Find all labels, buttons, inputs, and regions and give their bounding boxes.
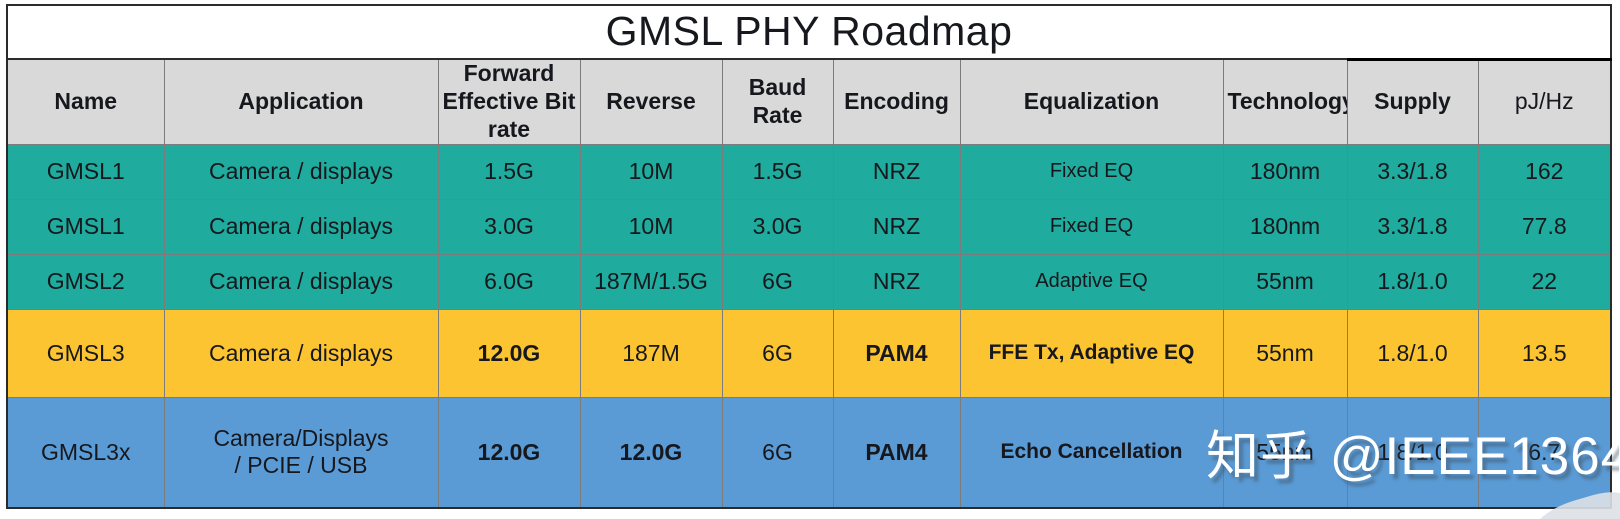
cell-reverse: 12.0G [579,396,723,509]
col-header-name: Name [6,58,165,145]
table-row-gmsl3: GMSL3 Camera / displays 12.0G 187M 6G PA… [6,308,1612,398]
cell-forward-rate: 12.0G [437,396,581,509]
col-header-pj-hz: pJ/Hz [1477,57,1612,145]
cell-reverse: 10M [579,143,723,200]
cell-equalization: Echo Cancellation [959,396,1224,509]
cell-supply: 3.3/1.8 [1346,143,1479,200]
cell-baud-rate: 6G [721,253,834,310]
table-header-row: Name Application Forward Effective Bit r… [6,57,1612,145]
col-header-baud-rate: Baud Rate [721,58,834,145]
cell-application: Camera / displays [163,143,439,200]
cell-technology: 180nm [1222,143,1348,200]
table-row-gmsl2: GMSL2 Camera / displays 6.0G 187M/1.5G 6… [6,253,1612,310]
cell-application: Camera / displays [163,253,439,310]
table-row-gmsl1-b: GMSL1 Camera / displays 3.0G 10M 3.0G NR… [6,198,1612,255]
cell-baud-rate: 1.5G [721,143,834,200]
col-header-equalization: Equalization [959,58,1224,145]
cell-pj-hz: 6.7 [1477,396,1612,509]
cell-encoding: PAM4 [832,396,961,509]
page-title: GMSL PHY Roadmap [6,4,1612,60]
cell-reverse: 187M [579,308,723,398]
cell-application: Camera / displays [163,308,439,398]
cell-name: GMSL2 [6,253,165,310]
cell-technology: 55nm [1222,396,1348,509]
cell-baud-rate: 6G [721,396,834,509]
cell-name: GMSL3 [6,308,165,398]
cell-equalization: Adaptive EQ [959,253,1224,310]
cell-encoding: PAM4 [832,308,961,398]
cell-name: GMSL1 [6,143,165,200]
cell-supply: 1.8/1.0 [1346,308,1479,398]
table-row-gmsl3x: GMSL3x Camera/Displays / PCIE / USB 12.0… [6,396,1612,509]
col-header-application: Application [163,58,439,145]
cell-pj-hz: 22 [1477,253,1612,310]
col-header-reverse: Reverse [579,58,723,145]
cell-reverse: 10M [579,198,723,255]
cell-technology: 180nm [1222,198,1348,255]
cell-pj-hz: 162 [1477,143,1612,200]
col-header-technology: Technology [1222,58,1348,145]
cell-baud-rate: 3.0G [721,198,834,255]
cell-forward-rate: 3.0G [437,198,581,255]
cell-name: GMSL1 [6,198,165,255]
table-row-gmsl1-a: GMSL1 Camera / displays 1.5G 10M 1.5G NR… [6,143,1612,200]
cell-supply: 3.3/1.8 [1346,198,1479,255]
cell-technology: 55nm [1222,308,1348,398]
cell-supply: 1.8/1.0 [1346,396,1479,509]
col-header-supply: Supply [1346,57,1479,145]
cell-pj-hz: 13.5 [1477,308,1612,398]
cell-encoding: NRZ [832,253,961,310]
cell-forward-rate: 1.5G [437,143,581,200]
cell-name: GMSL3x [6,396,165,509]
col-header-encoding: Encoding [832,58,961,145]
cell-encoding: NRZ [832,198,961,255]
cell-reverse: 187M/1.5G [579,253,723,310]
cell-application: Camera/Displays / PCIE / USB [163,396,439,509]
cell-application: Camera / displays [163,198,439,255]
cell-forward-rate: 12.0G [437,308,581,398]
cell-baud-rate: 6G [721,308,834,398]
cell-supply: 1.8/1.0 [1346,253,1479,310]
cell-equalization: Fixed EQ [959,198,1224,255]
cell-pj-hz: 77.8 [1477,198,1612,255]
cell-encoding: NRZ [832,143,961,200]
cell-equalization: Fixed EQ [959,143,1224,200]
cell-equalization: FFE Tx, Adaptive EQ [959,308,1224,398]
cell-forward-rate: 6.0G [437,253,581,310]
cell-technology: 55nm [1222,253,1348,310]
col-header-forward-rate: Forward Effective Bit rate [437,58,581,145]
roadmap-table: GMSL PHY Roadmap Name Application Forwar… [6,4,1613,509]
